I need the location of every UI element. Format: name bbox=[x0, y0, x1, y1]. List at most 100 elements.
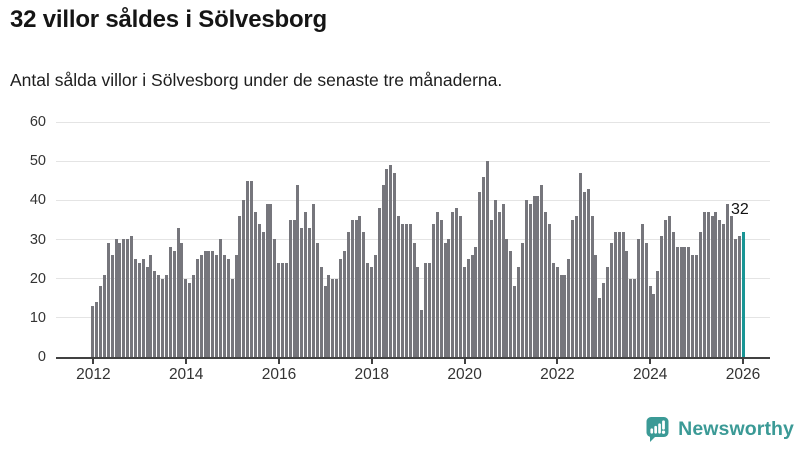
bar bbox=[544, 212, 548, 357]
y-axis-tick-label: 0 bbox=[37, 349, 46, 365]
bar bbox=[342, 251, 346, 357]
bar bbox=[667, 216, 671, 357]
bar bbox=[660, 236, 664, 357]
bar bbox=[203, 251, 207, 357]
newsworthy-logo[interactable]: Newsworthy bbox=[644, 415, 794, 443]
y-axis-tick-label: 50 bbox=[29, 153, 46, 170]
bar bbox=[230, 279, 234, 357]
bar bbox=[323, 286, 327, 357]
bar bbox=[168, 247, 172, 357]
bar bbox=[192, 275, 195, 357]
bar bbox=[594, 255, 598, 357]
bar bbox=[362, 232, 366, 357]
bar bbox=[103, 275, 106, 357]
bar bbox=[99, 286, 103, 357]
bar bbox=[489, 220, 493, 357]
bar bbox=[207, 251, 211, 357]
bar bbox=[273, 239, 277, 357]
bar bbox=[393, 173, 397, 357]
x-axis-tick-label: 2020 bbox=[447, 366, 482, 383]
bar bbox=[714, 212, 718, 357]
gridline bbox=[56, 239, 770, 240]
bar bbox=[284, 263, 288, 357]
bar bbox=[246, 181, 250, 357]
bar bbox=[397, 216, 401, 357]
bar bbox=[443, 243, 447, 357]
gridline bbox=[56, 160, 770, 162]
bar bbox=[381, 185, 385, 357]
bar bbox=[509, 251, 513, 357]
bar bbox=[219, 239, 223, 357]
bar bbox=[176, 228, 180, 357]
bar bbox=[722, 224, 726, 357]
bar bbox=[172, 251, 176, 357]
x-axis-tick-label: 2016 bbox=[261, 366, 297, 383]
bar bbox=[253, 212, 257, 357]
bar bbox=[718, 220, 722, 357]
bar bbox=[404, 224, 408, 357]
bar bbox=[695, 255, 699, 357]
bar bbox=[679, 247, 683, 357]
bar bbox=[524, 200, 528, 357]
bar bbox=[184, 279, 188, 357]
y-axis-tick-label: 60 bbox=[29, 114, 46, 130]
bar bbox=[602, 283, 606, 357]
bar bbox=[455, 208, 459, 357]
bar bbox=[300, 228, 304, 357]
bar bbox=[296, 185, 300, 357]
bar bbox=[617, 232, 621, 357]
x-axis-tick-label: 2018 bbox=[354, 366, 390, 383]
bar bbox=[215, 255, 219, 357]
y-axis-tick-label: 40 bbox=[29, 192, 46, 209]
bar bbox=[327, 275, 331, 357]
bar bbox=[354, 220, 358, 357]
bar bbox=[242, 200, 246, 357]
bar bbox=[656, 271, 660, 357]
bar bbox=[304, 212, 308, 357]
bar bbox=[137, 263, 141, 357]
bar bbox=[141, 259, 145, 357]
bar bbox=[122, 239, 126, 357]
bar bbox=[486, 161, 490, 357]
newsworthy-logo-text: Newsworthy bbox=[678, 417, 794, 440]
bar bbox=[346, 232, 350, 357]
bar bbox=[308, 228, 312, 357]
bar bbox=[145, 267, 149, 357]
bar bbox=[729, 216, 733, 357]
bar bbox=[571, 220, 575, 357]
bar bbox=[737, 236, 741, 357]
bar bbox=[366, 263, 370, 357]
bar bbox=[528, 204, 532, 357]
bar bbox=[91, 306, 95, 357]
bar bbox=[428, 263, 432, 357]
bar bbox=[408, 224, 412, 357]
x-axis-tick-label: 2022 bbox=[540, 366, 575, 383]
bar bbox=[629, 279, 633, 357]
bar bbox=[281, 263, 284, 357]
bar bbox=[416, 267, 420, 357]
bar bbox=[370, 267, 373, 357]
x-axis-tick bbox=[185, 359, 188, 364]
bar bbox=[683, 247, 687, 357]
bar bbox=[265, 204, 269, 357]
bar bbox=[180, 243, 184, 357]
bar bbox=[250, 181, 254, 357]
bar bbox=[501, 204, 505, 357]
bar bbox=[598, 298, 602, 357]
bar bbox=[389, 165, 393, 357]
bar bbox=[691, 255, 695, 357]
bar bbox=[195, 259, 199, 357]
bar bbox=[222, 255, 226, 357]
bar bbox=[675, 247, 679, 357]
bar bbox=[358, 216, 362, 357]
bar bbox=[315, 243, 319, 357]
x-axis-tick bbox=[556, 359, 559, 364]
bar bbox=[536, 196, 540, 357]
x-axis-tick bbox=[649, 359, 652, 364]
page-title: 32 villor såldes i Sölvesborg bbox=[10, 6, 328, 33]
bar bbox=[702, 212, 706, 357]
bar bbox=[133, 259, 137, 357]
x-axis-line bbox=[56, 357, 770, 359]
bar bbox=[149, 255, 153, 357]
